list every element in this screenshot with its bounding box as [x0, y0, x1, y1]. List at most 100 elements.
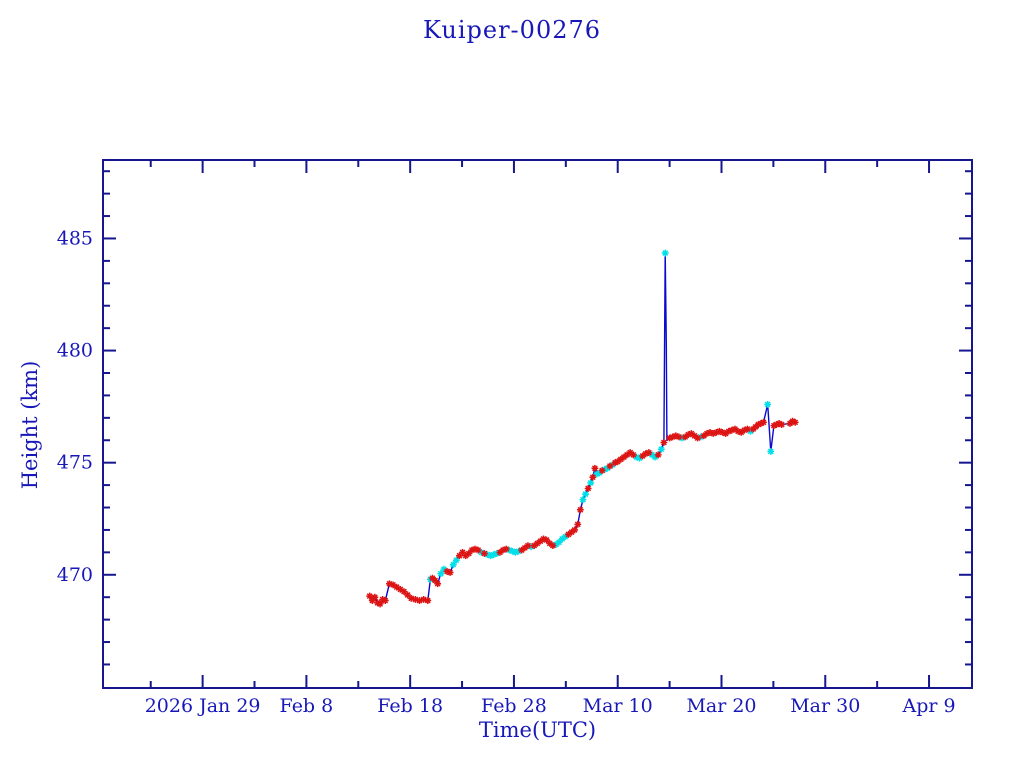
- cyan-asterisk-marker: [609, 461, 616, 469]
- red-asterisk-marker: [589, 473, 597, 481]
- red-asterisk-marker: [530, 542, 538, 550]
- red-asterisk-marker: [591, 464, 599, 472]
- cyan-asterisk-marker: [657, 445, 665, 453]
- red-asterisk-marker: [376, 600, 384, 608]
- red-asterisk-marker: [752, 423, 760, 431]
- cyan-asterisk-marker: [648, 451, 656, 459]
- red-asterisk-marker: [465, 550, 473, 557]
- red-asterisk-marker: [420, 596, 428, 603]
- red-asterisk-marker: [754, 421, 762, 428]
- red-asterisk-marker: [642, 450, 650, 458]
- red-asterisk-marker: [468, 546, 476, 554]
- red-asterisk-marker: [770, 422, 778, 430]
- red-asterisk-marker: [614, 458, 622, 465]
- red-asterisk-marker: [459, 548, 466, 556]
- y-tick-label: 475: [57, 452, 93, 474]
- red-asterisk-marker: [537, 537, 544, 545]
- cyan-asterisk-marker: [651, 453, 659, 461]
- red-asterisk-marker: [540, 535, 547, 543]
- red-asterisk-marker: [691, 432, 698, 440]
- cyan-asterisk-marker: [601, 466, 609, 473]
- red-asterisk-marker: [407, 594, 415, 602]
- red-asterisk-marker: [568, 528, 575, 536]
- red-asterisk-marker: [660, 439, 668, 446]
- red-asterisk-marker: [719, 429, 726, 436]
- cyan-asterisk-marker: [493, 550, 501, 557]
- x-tick-label: Feb 28: [481, 695, 547, 717]
- red-asterisk-marker: [778, 421, 786, 428]
- cyan-asterisk-marker: [515, 547, 523, 555]
- red-asterisk-marker: [716, 427, 723, 435]
- red-asterisk-marker: [565, 531, 572, 538]
- red-asterisk-marker: [725, 427, 733, 435]
- red-asterisk-marker: [786, 420, 794, 427]
- red-asterisk-marker: [393, 583, 401, 591]
- cyan-asterisk-marker: [449, 561, 457, 569]
- red-asterisk-marker: [669, 433, 677, 441]
- cyan-asterisk-marker: [561, 533, 569, 541]
- cyan-asterisk-marker: [512, 548, 519, 556]
- red-asterisk-marker: [584, 485, 592, 492]
- red-asterisk-marker: [773, 421, 780, 428]
- red-asterisk-marker: [684, 431, 692, 439]
- x-tick-label: Mar 30: [790, 695, 860, 717]
- red-asterisk-marker: [502, 545, 510, 553]
- red-asterisk-marker: [672, 432, 680, 440]
- x-tick-label: Mar 20: [686, 695, 756, 717]
- red-asterisk-marker: [366, 592, 374, 600]
- cyan-asterisk-marker: [764, 400, 772, 408]
- red-asterisk-marker: [645, 449, 653, 456]
- red-asterisk-marker: [654, 451, 662, 459]
- red-asterisk-marker: [709, 430, 717, 437]
- red-asterisk-marker: [722, 430, 730, 437]
- red-asterisk-marker: [533, 539, 541, 547]
- cyan-asterisk-marker: [632, 453, 640, 461]
- cyan-asterisk-marker: [587, 479, 595, 487]
- red-asterisk-marker: [574, 520, 582, 528]
- cyan-asterisk-marker: [603, 464, 611, 472]
- red-asterisk-marker: [666, 434, 674, 442]
- cyan-asterisk-marker: [582, 490, 589, 498]
- red-asterisk-marker: [694, 434, 702, 442]
- cyan-asterisk-marker: [487, 552, 494, 560]
- red-asterisk-marker: [474, 546, 482, 554]
- cyan-asterisk-marker: [767, 448, 775, 455]
- red-asterisk-marker: [396, 585, 404, 593]
- cyan-asterisk-marker: [505, 546, 513, 554]
- red-asterisk-marker: [431, 576, 439, 584]
- red-asterisk-marker: [744, 425, 751, 433]
- red-asterisk-marker: [617, 455, 625, 463]
- red-asterisk-marker: [760, 418, 767, 426]
- red-asterisk-marker: [675, 433, 683, 441]
- cyan-asterisk-marker: [747, 427, 754, 435]
- red-asterisk-marker: [496, 548, 504, 556]
- red-asterisk-marker: [416, 597, 423, 604]
- red-asterisk-marker: [706, 429, 714, 436]
- cyan-asterisk-marker: [636, 454, 643, 462]
- red-asterisk-marker: [626, 449, 634, 456]
- cyan-asterisk-marker: [579, 496, 587, 504]
- red-asterisk-marker: [443, 568, 451, 575]
- x-axis-title: Time(UTC): [478, 718, 597, 742]
- x-tick-label: Mar 10: [583, 695, 653, 717]
- cyan-asterisk-marker: [484, 551, 491, 558]
- red-asterisk-marker: [371, 593, 379, 601]
- red-asterisk-marker: [471, 545, 479, 553]
- red-asterisk-marker: [700, 432, 708, 440]
- red-asterisk-marker: [400, 588, 408, 595]
- chart-title: Kuiper-00276: [422, 16, 602, 44]
- red-asterisk-marker: [712, 429, 720, 436]
- red-asterisk-marker: [775, 420, 783, 427]
- red-asterisk-marker: [446, 569, 454, 576]
- red-asterisk-marker: [389, 581, 397, 589]
- red-asterisk-marker: [456, 552, 463, 560]
- red-asterisk-marker: [521, 544, 529, 552]
- red-asterisk-marker: [379, 596, 387, 603]
- red-asterisk-marker: [598, 467, 606, 474]
- cyan-asterisk-marker: [508, 547, 516, 555]
- red-asterisk-marker: [374, 599, 381, 607]
- red-asterisk-marker: [576, 506, 584, 514]
- cyan-asterisk-marker: [452, 556, 460, 564]
